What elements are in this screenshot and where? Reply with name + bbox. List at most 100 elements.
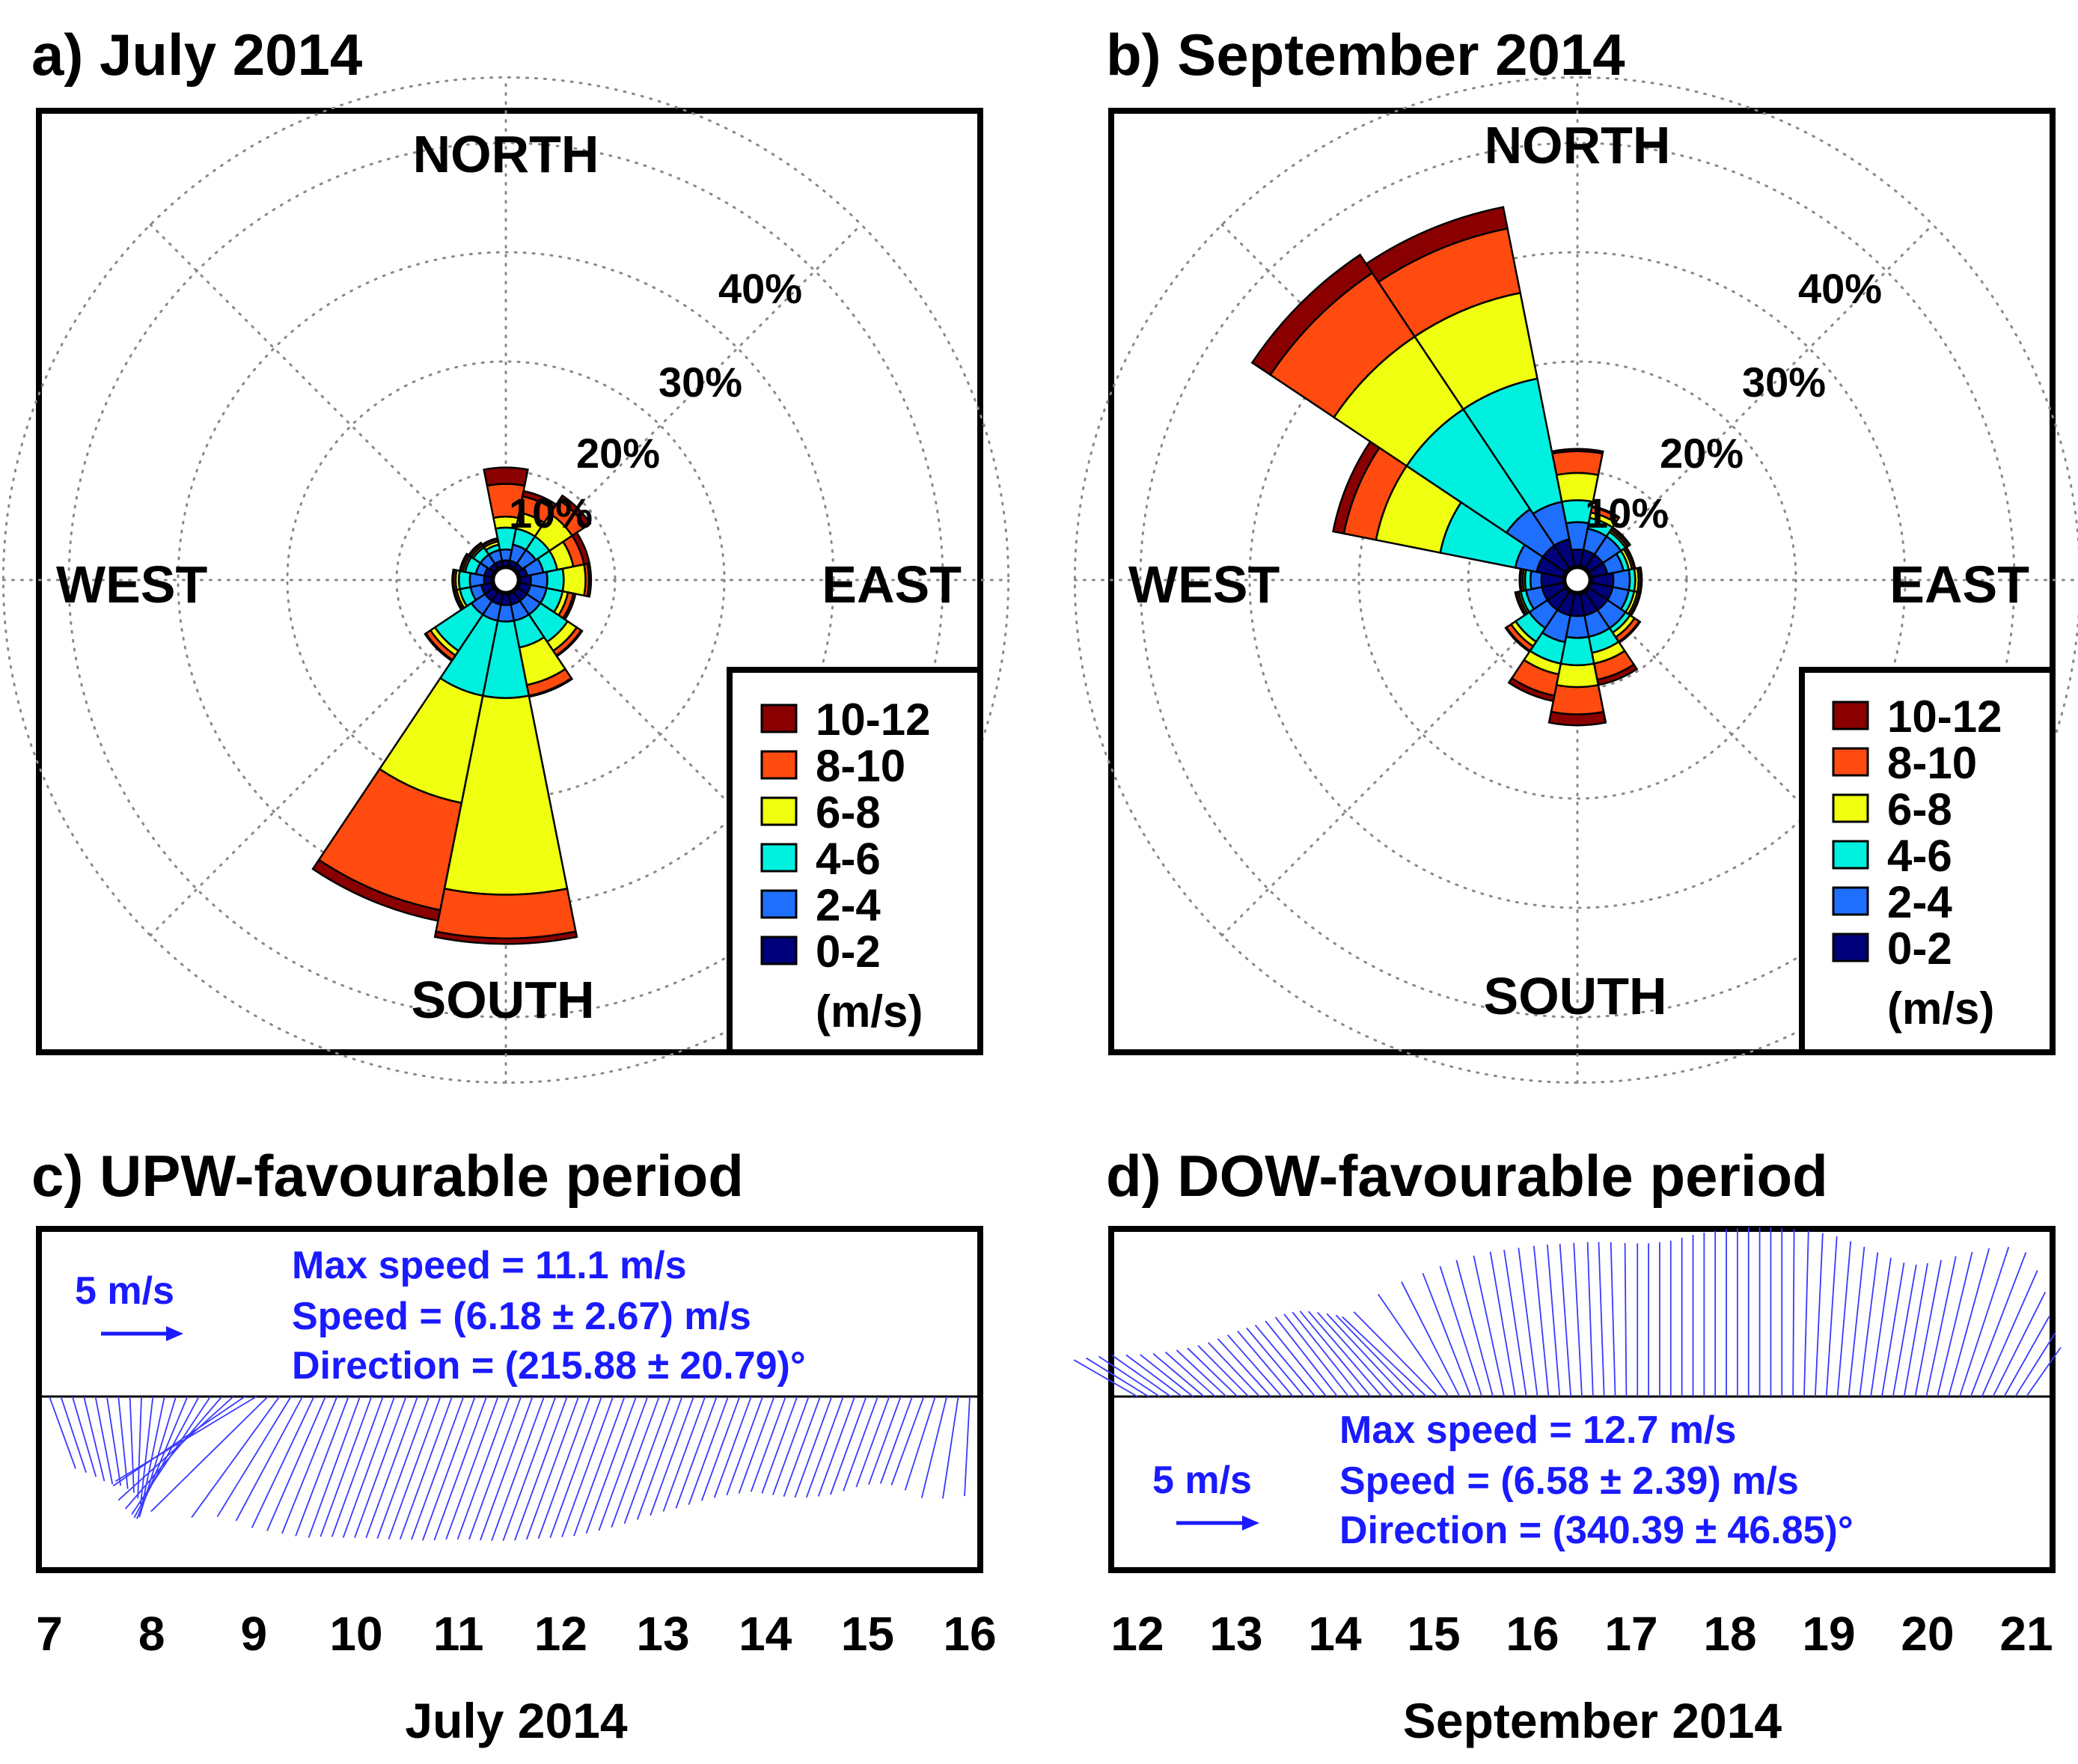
rose-wedge-10-12 bbox=[1547, 710, 1607, 727]
wind-stick bbox=[879, 1396, 913, 1484]
panel-d-sticks bbox=[1073, 1227, 2062, 1397]
panel-a-north-label: NORTH bbox=[413, 125, 599, 183]
panel-d-title: d) DOW-favourable period bbox=[1106, 1143, 1828, 1209]
x-tick-label: 11 bbox=[433, 1607, 484, 1661]
wind-stick bbox=[662, 1396, 706, 1512]
x-tick-label: 21 bbox=[1999, 1607, 2053, 1661]
wind-stick bbox=[1992, 1291, 2047, 1397]
wind-stick bbox=[422, 1396, 476, 1541]
rose-wedge-10-12 bbox=[467, 541, 483, 558]
legend-swatch-6-8 bbox=[1832, 793, 1869, 823]
wind-stick bbox=[1326, 1313, 1405, 1397]
wind-stick bbox=[1217, 1338, 1271, 1397]
panel-b-ring-label-30: 30% bbox=[1742, 358, 1826, 406]
wind-stick bbox=[468, 1396, 522, 1540]
wind-stick bbox=[1937, 1251, 1973, 1397]
wind-stick bbox=[150, 1396, 269, 1513]
rose-wedge-10-12 bbox=[1507, 677, 1556, 703]
wind-stick bbox=[726, 1396, 764, 1496]
panel-d-x-ticks: 12 13 14 15 16 17 18 19 20 21 bbox=[1110, 1607, 2053, 1661]
wind-stick bbox=[2014, 1332, 2056, 1397]
wind-stick bbox=[1176, 1349, 1227, 1397]
panel-c: c) UPW-favourable period 5 m/s Max speed… bbox=[31, 1143, 997, 1748]
wind-stick bbox=[1848, 1246, 1865, 1397]
rose-wedge-10-12 bbox=[1518, 567, 1524, 593]
wind-stick bbox=[920, 1396, 948, 1498]
panel-d-frame bbox=[1108, 1226, 2056, 1573]
wind-stick bbox=[537, 1396, 591, 1539]
panel-c-x-ticks: 7 8 9 10 11 12 13 14 15 16 bbox=[36, 1607, 996, 1661]
wind-stick bbox=[2003, 1316, 2050, 1397]
panel-a-west-label: WEST bbox=[56, 555, 207, 614]
rose-ring bbox=[177, 251, 835, 909]
wind-stick bbox=[114, 1396, 257, 1483]
legend-label-6-8: 6-8 bbox=[1887, 784, 1952, 834]
wind-stick bbox=[1439, 1266, 1483, 1397]
wind-stick bbox=[794, 1396, 833, 1498]
rose-ring bbox=[1357, 360, 1797, 800]
wind-stick bbox=[1140, 1354, 1194, 1397]
rose-center bbox=[1562, 564, 1593, 596]
wind-stick bbox=[1237, 1330, 1294, 1397]
rose-wedge-10-12 bbox=[480, 537, 499, 547]
wind-stick bbox=[295, 1396, 349, 1536]
panel-a-ring-label-30: 30% bbox=[658, 358, 742, 406]
wind-stick bbox=[480, 1396, 534, 1541]
panel-d-xlabel: September 2014 bbox=[1403, 1693, 1782, 1748]
rose-wedge-2-4 bbox=[1529, 570, 1544, 590]
rose-wedge-10-12 bbox=[458, 552, 469, 573]
wind-stick bbox=[60, 1396, 87, 1473]
wind-stick bbox=[549, 1396, 602, 1539]
rose-wedge-10-12 bbox=[1550, 448, 1604, 455]
legend-swatch-6-8 bbox=[760, 796, 798, 826]
panel-c-sticks bbox=[49, 1396, 971, 1541]
wind-stick bbox=[942, 1396, 959, 1499]
wind-stick bbox=[675, 1396, 718, 1509]
wind-stick bbox=[738, 1396, 775, 1494]
panel-d-scale-label: 5 m/s bbox=[1152, 1459, 1252, 1502]
rose-ring bbox=[67, 141, 944, 1019]
wind-stick bbox=[129, 1396, 135, 1493]
rose-wedge-6-8 bbox=[561, 563, 587, 597]
wind-stick bbox=[561, 1396, 614, 1538]
wind-stick bbox=[1870, 1257, 1892, 1397]
wind-stick bbox=[1925, 1256, 1957, 1397]
x-tick-label: 7 bbox=[36, 1607, 63, 1661]
legend-label-4-6: 4-6 bbox=[1887, 831, 1952, 881]
wind-stick bbox=[1401, 1281, 1461, 1397]
wind-stick bbox=[783, 1396, 821, 1497]
wind-stick bbox=[191, 1396, 281, 1519]
panel-a-ring-label-10: 10% bbox=[509, 489, 593, 537]
legend-swatch-10-12 bbox=[1832, 701, 1869, 730]
panel-d-max-speed: Max speed = 12.7 m/s bbox=[1339, 1409, 1736, 1452]
rose-wedge-10-12 bbox=[483, 466, 529, 487]
panel-b: b) September 2014 NORTH SOUTH EAST WEST … bbox=[1073, 22, 2078, 1084]
wind-stick bbox=[235, 1396, 304, 1522]
wind-stick bbox=[855, 1396, 890, 1488]
wind-stick bbox=[636, 1396, 683, 1520]
wind-stick bbox=[1125, 1354, 1182, 1397]
x-tick-label: 10 bbox=[329, 1607, 382, 1661]
panel-b-north-label: NORTH bbox=[1485, 116, 1671, 174]
legend-label-8-10: 8-10 bbox=[816, 741, 905, 791]
legend-label-10-12: 10-12 bbox=[1887, 692, 2002, 742]
x-tick-label: 14 bbox=[739, 1607, 792, 1661]
x-tick-label: 12 bbox=[1110, 1607, 1164, 1661]
wind-stick bbox=[1283, 1313, 1349, 1397]
x-tick-label: 13 bbox=[1209, 1607, 1262, 1661]
rose-wedge-10-12 bbox=[311, 858, 441, 922]
wind-stick bbox=[1859, 1252, 1879, 1397]
wind-stick bbox=[491, 1396, 545, 1541]
panel-b-ring-label-10: 10% bbox=[1585, 489, 1669, 537]
wind-stick bbox=[890, 1396, 925, 1486]
wind-stick bbox=[216, 1396, 292, 1518]
wind-stick bbox=[1455, 1260, 1494, 1397]
wind-stick bbox=[1152, 1352, 1205, 1397]
rose-wedge-10-12 bbox=[1514, 590, 1527, 617]
rose-wedge-10-12 bbox=[1638, 566, 1643, 594]
legend-label-8-10: 8-10 bbox=[1887, 738, 1977, 788]
legend-label-0-2: 0-2 bbox=[1887, 924, 1952, 974]
panel-c-xlabel: July 2014 bbox=[405, 1693, 628, 1748]
wind-stick bbox=[1610, 1242, 1616, 1397]
x-tick-label: 12 bbox=[534, 1607, 587, 1661]
